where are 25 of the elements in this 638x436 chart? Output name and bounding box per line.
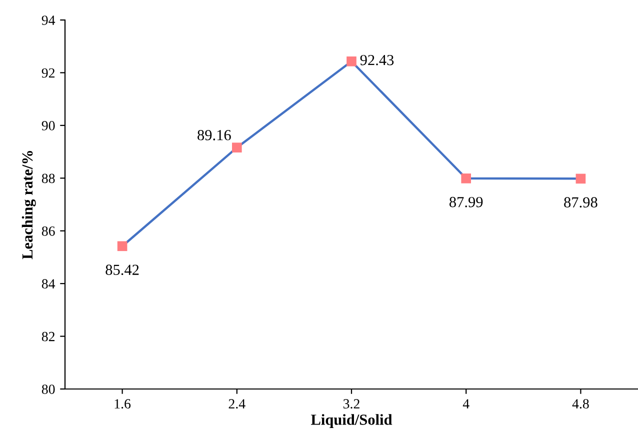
data-label: 85.42 [106, 264, 139, 276]
point [576, 174, 586, 184]
point [232, 142, 242, 152]
x-tick-label: 4 [462, 399, 470, 408]
data-label: 92.43 [360, 54, 394, 66]
x-tick-label: 2.4 [228, 399, 246, 409]
y-tick-label: 88 [42, 174, 55, 184]
point [117, 241, 128, 252]
x-tick-label: 1.6 [114, 399, 131, 409]
x-tick-label: 3.2 [343, 399, 360, 409]
point [461, 173, 472, 184]
data-label: 89.16 [198, 130, 231, 140]
y-tick-label: 92 [42, 68, 55, 78]
y-tick-label: 82 [42, 332, 55, 342]
x-axis-title: Liquid/Solid [310, 414, 392, 428]
y-tick-label: 90 [42, 121, 55, 130]
x-tick-label: 4.8 [572, 399, 589, 409]
y-tick-label: 80 [42, 384, 55, 394]
point [346, 56, 356, 66]
data-label: 87.99 [449, 196, 483, 208]
y-tick-label: 86 [42, 226, 55, 236]
y-tick-label: 84 [42, 279, 56, 289]
y-tick-label: 94 [42, 16, 56, 25]
y-axis-title: Leaching rate/% [22, 150, 36, 260]
data-label: 87.98 [564, 197, 598, 208]
